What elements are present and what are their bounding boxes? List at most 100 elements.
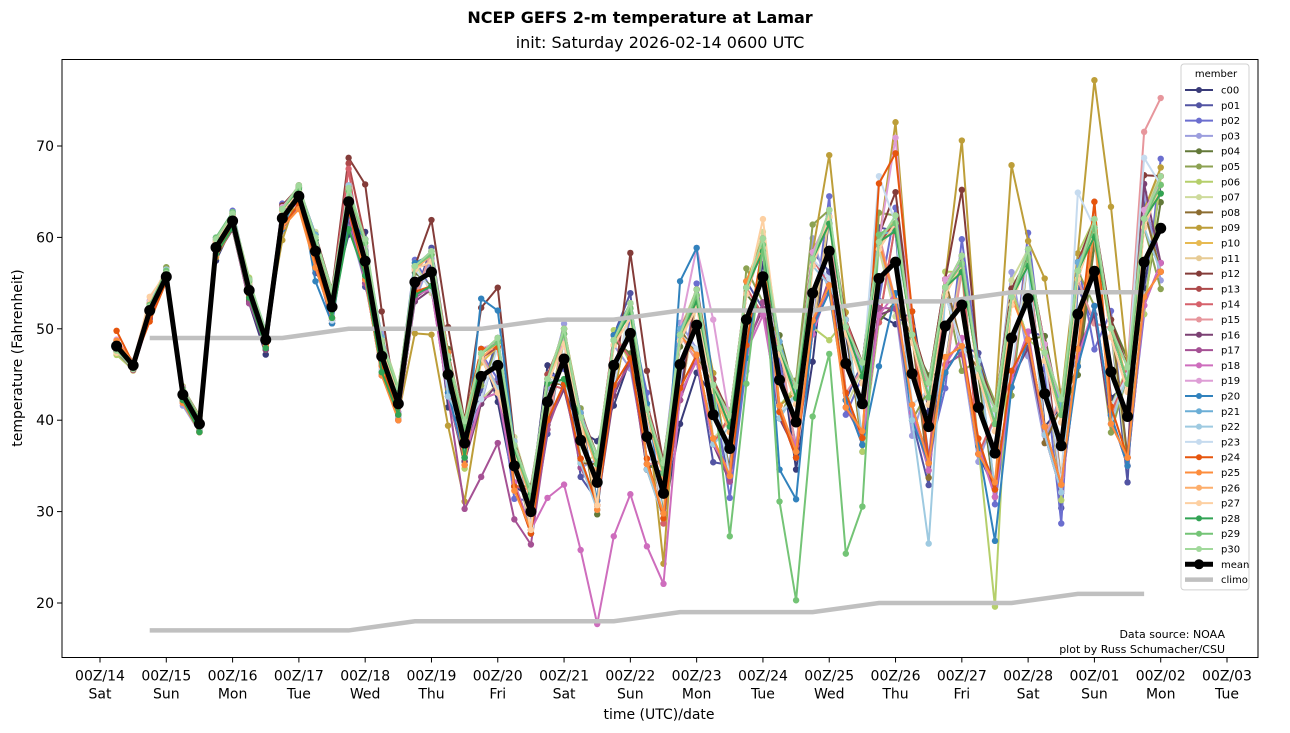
point-p29: [1157, 181, 1164, 189]
point-p09: [958, 137, 966, 144]
legend-entry-p03: p03: [1185, 131, 1240, 142]
point-p30: [842, 323, 850, 331]
mean-point: [160, 271, 172, 283]
point-p09: [1008, 161, 1015, 169]
x-tick-label: 00Z/01: [1069, 669, 1119, 685]
legend-marker: [1196, 148, 1202, 155]
point-p30: [908, 331, 916, 338]
mean-point: [757, 271, 769, 283]
line-p30: [115, 175, 1162, 491]
point-p09: [411, 330, 419, 337]
point-p01: [577, 473, 584, 481]
point-p30: [958, 252, 966, 259]
point-p29: [925, 394, 932, 401]
point-p30: [1041, 349, 1048, 356]
legend-marker: [1196, 500, 1202, 507]
legend-entry-p29: p29: [1185, 529, 1240, 540]
legend-label: p09: [1221, 223, 1240, 234]
point-p06: [1058, 496, 1065, 504]
point-p25: [1107, 420, 1115, 428]
point-p12: [345, 154, 352, 162]
legend-entry-p17: p17: [1185, 346, 1240, 357]
point-p01: [925, 481, 932, 489]
point-p14: [345, 165, 352, 173]
point-p18: [627, 491, 634, 498]
legend-marker: [1196, 117, 1202, 124]
point-p05: [1157, 285, 1164, 293]
point-p02: [1091, 346, 1098, 353]
point-p18: [610, 533, 617, 540]
legend-label: p24: [1221, 453, 1240, 464]
mean-point: [1138, 256, 1150, 268]
x-tick-label: 00Z/19: [407, 669, 457, 685]
mean-point: [591, 476, 603, 488]
point-p30: [892, 212, 899, 219]
point-p07: [1008, 277, 1015, 284]
mean-point: [144, 305, 156, 317]
point-p28: [1157, 190, 1164, 197]
member-lines: [113, 76, 1164, 628]
point-p23: [1074, 189, 1082, 196]
point-p30: [1140, 215, 1148, 222]
legend-label: mean: [1221, 560, 1249, 571]
point-p20: [494, 307, 501, 314]
x-tick-day-label: Sun: [1081, 687, 1108, 703]
y-axis: 20 30 40 50 60 70: [36, 139, 62, 612]
legend-entry-p09: p09: [1185, 223, 1240, 234]
y-tick-label: 20: [36, 596, 54, 612]
point-c00: [544, 362, 551, 369]
point-p30: [710, 381, 717, 389]
point-p29: [743, 380, 750, 387]
point-p25: [511, 487, 518, 494]
y-tick-label: 70: [36, 139, 54, 155]
point-p25: [942, 353, 949, 361]
point-p30: [411, 262, 419, 270]
legend-label: p05: [1221, 162, 1240, 173]
point-p24: [792, 454, 800, 461]
legend-entry-p13: p13: [1185, 284, 1240, 295]
legend-marker: [1196, 515, 1202, 522]
legend-entry-p07: p07: [1185, 193, 1240, 204]
point-p04: [594, 511, 601, 518]
mean-point: [376, 350, 388, 362]
point-p20: [792, 496, 800, 503]
mean-point: [1006, 332, 1018, 344]
legend-entry-p18: p18: [1185, 361, 1240, 372]
legend-label: p23: [1221, 437, 1240, 448]
point-p25: [1157, 268, 1164, 275]
x-tick-day-label: Mon: [218, 687, 248, 703]
x-tick-label: 00Z/22: [605, 669, 655, 685]
mean-point: [492, 359, 504, 371]
x-tick-label: 00Z/18: [340, 669, 390, 685]
mean-point: [309, 245, 321, 257]
legend-label: p18: [1221, 361, 1240, 372]
mean-point: [177, 389, 189, 401]
point-p14: [660, 520, 667, 527]
legend-entry-p14: p14: [1185, 300, 1240, 311]
point-p29: [875, 231, 883, 238]
point-p25: [461, 461, 468, 469]
y-tick-label: 40: [36, 413, 54, 429]
point-p25: [693, 351, 700, 359]
x-tick-label: 00Z/28: [1003, 669, 1053, 685]
point-p02: [511, 495, 518, 503]
point-p30: [1157, 172, 1164, 180]
legend-entry-p28: p28: [1185, 514, 1240, 525]
legend-marker: [1196, 469, 1202, 476]
point-p12: [378, 308, 385, 315]
point-p30: [361, 236, 369, 243]
mean-point: [243, 284, 255, 296]
x-tick-day-label: Tue: [1214, 687, 1239, 703]
mean-point: [707, 409, 719, 421]
point-p23: [875, 172, 883, 180]
point-p18: [759, 311, 767, 319]
point-p13: [345, 160, 352, 167]
point-p04: [1157, 199, 1164, 206]
mean-point: [326, 301, 338, 313]
point-p30: [279, 205, 286, 213]
point-p22: [1058, 489, 1065, 496]
legend-marker: [1196, 224, 1202, 231]
legend-marker: [1196, 438, 1202, 445]
legend-marker: [1196, 132, 1202, 139]
legend-entry-p05: p05: [1185, 162, 1240, 173]
